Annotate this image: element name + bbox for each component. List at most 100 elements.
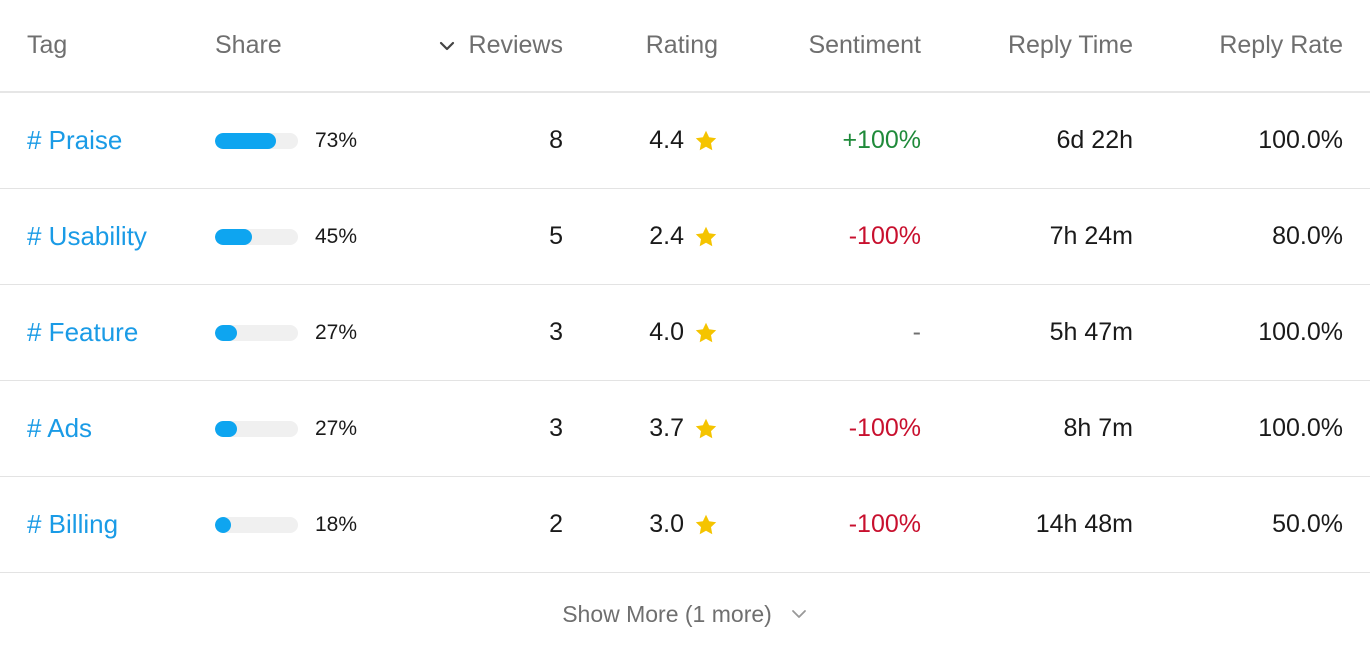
share-cell: 27% xyxy=(215,285,357,380)
column-header-reply-rate[interactable]: Reply Rate xyxy=(1219,0,1343,91)
sentiment-value: +100% xyxy=(842,126,921,154)
reviews-cell: 3 xyxy=(549,381,563,476)
tag-cell: # Billing xyxy=(27,477,118,572)
share-bar-fill xyxy=(215,228,252,245)
reviews-cell: 3 xyxy=(549,285,563,380)
reviews-count: 3 xyxy=(549,318,563,346)
share-percent: 18% xyxy=(315,512,358,536)
reply-rate-value: 80.0% xyxy=(1272,222,1343,250)
reply-rate-cell: 100.0% xyxy=(1258,381,1343,476)
share-percent: 45% xyxy=(315,224,358,248)
share-percent: 73% xyxy=(315,128,358,152)
star-icon xyxy=(694,225,718,249)
sentiment-cell: +100% xyxy=(842,93,921,188)
rating-cell: 4.4 xyxy=(649,93,718,188)
reply-rate-cell: 100.0% xyxy=(1258,285,1343,380)
reply-time-value: 6d 22h xyxy=(1056,126,1133,154)
rating-value: 3.0 xyxy=(649,510,684,538)
rating-cell: 2.4 xyxy=(649,189,718,284)
reply-rate-value: 50.0% xyxy=(1272,510,1343,538)
tag-link[interactable]: # Feature xyxy=(27,317,139,347)
column-header-tag-label: Tag xyxy=(27,31,68,59)
reviews-cell: 5 xyxy=(549,189,563,284)
reply-rate-cell: 80.0% xyxy=(1272,189,1343,284)
show-more-button[interactable]: Show More (1 more) xyxy=(562,601,808,628)
share-bar xyxy=(215,228,298,245)
reviews-count: 3 xyxy=(549,414,563,442)
chevron-down-icon xyxy=(790,605,808,623)
reply-rate-cell: 100.0% xyxy=(1258,93,1343,188)
table-row[interactable]: # Praise 73% 8 4.4 +100% 6d 22h 100.0% xyxy=(0,93,1370,189)
reply-time-cell: 6d 22h xyxy=(1057,93,1133,188)
column-header-rating-label: Rating xyxy=(645,31,718,59)
tag-cell: # Ads xyxy=(27,381,92,476)
column-header-reviews[interactable]: Reviews xyxy=(437,0,563,91)
column-header-reply-time[interactable]: Reply Time xyxy=(1008,0,1133,91)
tag-link[interactable]: # Billing xyxy=(27,509,119,539)
table-body: # Praise 73% 8 4.4 +100% 6d 22h 100.0% #… xyxy=(0,93,1370,573)
column-header-reviews-label: Reviews xyxy=(468,31,563,59)
star-icon xyxy=(694,417,718,441)
reply-time-value: 14h 48m xyxy=(1035,510,1133,538)
share-bar xyxy=(215,420,298,437)
reply-rate-cell: 50.0% xyxy=(1272,477,1343,572)
tag-link[interactable]: # Usability xyxy=(27,221,147,251)
tag-cell: # Feature xyxy=(27,285,138,380)
rating-value: 4.0 xyxy=(649,318,684,346)
reply-time-cell: 5h 47m xyxy=(1050,285,1133,380)
reply-time-cell: 7h 24m xyxy=(1050,189,1133,284)
share-bar xyxy=(215,324,298,341)
share-bar-fill xyxy=(215,420,237,437)
table-row[interactable]: # Usability 45% 5 2.4 -100% 7h 24m 80.0% xyxy=(0,189,1370,285)
column-header-reply-time-label: Reply Time xyxy=(1007,31,1133,59)
reply-time-value: 5h 47m xyxy=(1049,318,1133,346)
sentiment-cell: -100% xyxy=(849,189,921,284)
sentiment-value: -100% xyxy=(848,414,921,442)
rating-value: 4.4 xyxy=(649,126,684,154)
table-footer: Show More (1 more) xyxy=(0,573,1370,655)
share-cell: 27% xyxy=(215,381,357,476)
column-header-tag[interactable]: Tag xyxy=(27,0,67,91)
rating-value: 2.4 xyxy=(649,222,684,250)
share-bar-fill xyxy=(215,516,231,533)
share-bar xyxy=(215,132,298,149)
table-row[interactable]: # Ads 27% 3 3.7 -100% 8h 7m 100.0% xyxy=(0,381,1370,477)
reviews-count: 8 xyxy=(549,126,563,154)
show-more-label: Show More (1 more) xyxy=(562,600,772,627)
tag-link[interactable]: # Praise xyxy=(27,125,123,155)
table-row[interactable]: # Feature 27% 3 4.0 - 5h 47m 100.0% xyxy=(0,285,1370,381)
column-header-share[interactable]: Share xyxy=(215,0,282,91)
reply-time-value: 7h 24m xyxy=(1049,222,1133,250)
rating-value: 3.7 xyxy=(649,414,684,442)
share-cell: 45% xyxy=(215,189,357,284)
reply-time-value: 8h 7m xyxy=(1063,414,1133,442)
reviews-count: 2 xyxy=(549,510,563,538)
sentiment-cell: -100% xyxy=(849,381,921,476)
rating-cell: 4.0 xyxy=(649,285,718,380)
rating-cell: 3.7 xyxy=(649,381,718,476)
share-bar-fill xyxy=(215,132,276,149)
sentiment-value: - xyxy=(912,318,921,346)
reviews-count: 5 xyxy=(549,222,563,250)
table-row[interactable]: # Billing 18% 2 3.0 -100% 14h 48m 50.0% xyxy=(0,477,1370,573)
reviews-cell: 2 xyxy=(549,477,563,572)
reply-rate-value: 100.0% xyxy=(1258,126,1343,154)
column-header-rating[interactable]: Rating xyxy=(646,0,718,91)
sentiment-cell: -100% xyxy=(849,477,921,572)
share-cell: 73% xyxy=(215,93,357,188)
tag-cell: # Praise xyxy=(27,93,122,188)
share-bar-fill xyxy=(215,324,237,341)
star-icon xyxy=(694,321,718,345)
column-header-share-label: Share xyxy=(215,31,282,59)
reply-time-cell: 14h 48m xyxy=(1036,477,1133,572)
star-icon xyxy=(694,129,718,153)
sentiment-value: -100% xyxy=(848,222,921,250)
reply-rate-value: 100.0% xyxy=(1258,318,1343,346)
column-header-sentiment[interactable]: Sentiment xyxy=(808,0,921,91)
tag-link[interactable]: # Ads xyxy=(27,413,93,443)
sentiment-value: -100% xyxy=(848,510,921,538)
table-header: Tag Share Reviews Rating Sentiment Reply… xyxy=(0,0,1370,93)
column-header-sentiment-label: Sentiment xyxy=(808,31,921,59)
tag-cell: # Usability xyxy=(27,189,147,284)
